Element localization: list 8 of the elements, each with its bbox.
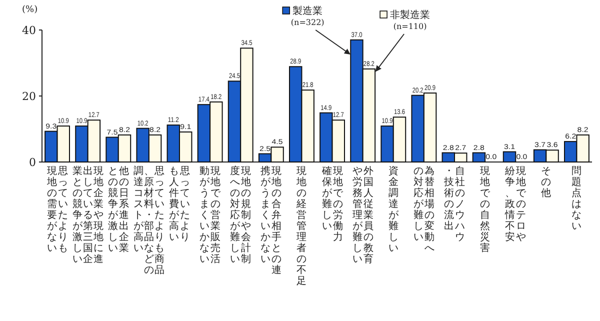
y-tick-label: 40 [22,24,36,37]
legend-label: 非製造業 [390,9,430,21]
y-tick-label: 20 [22,90,36,103]
annotation: (n=110) [393,22,427,31]
text: (n=322) [290,18,324,27]
y-axis-title: (%) [22,5,38,15]
legend-label: 製造業 [292,5,323,17]
y-tick-label: 0 [29,156,36,169]
